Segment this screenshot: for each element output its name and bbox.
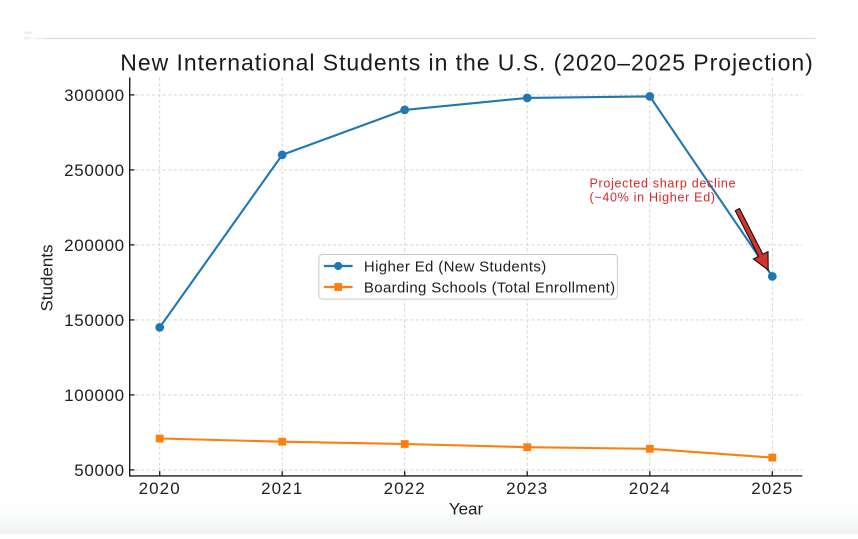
svg-text:250000: 250000 [64, 161, 125, 180]
svg-text:(~40% in Higher Ed): (~40% in Higher Ed) [590, 191, 716, 205]
svg-text:Year: Year [449, 500, 484, 519]
svg-text:Boarding Schools (Total Enroll: Boarding Schools (Total Enrollment) [364, 280, 616, 297]
svg-text:New International Students in: New International Students in the U.S. (… [120, 50, 813, 76]
svg-text:Projected sharp decline: Projected sharp decline [590, 177, 737, 191]
svg-text:2023: 2023 [506, 479, 548, 498]
svg-text:50000: 50000 [74, 461, 125, 480]
svg-text:Students: Students [38, 244, 57, 311]
svg-text:2022: 2022 [384, 479, 426, 498]
svg-text:100000: 100000 [64, 386, 125, 405]
svg-text:300000: 300000 [64, 86, 125, 105]
svg-text:200000: 200000 [64, 236, 125, 255]
svg-text:150000: 150000 [64, 311, 125, 330]
svg-text:2024: 2024 [629, 479, 671, 498]
svg-text:Higher Ed (New Students): Higher Ed (New Students) [364, 259, 547, 276]
svg-text:2025: 2025 [751, 479, 793, 498]
svg-text:2020: 2020 [139, 479, 181, 498]
svg-text:2021: 2021 [261, 479, 303, 498]
